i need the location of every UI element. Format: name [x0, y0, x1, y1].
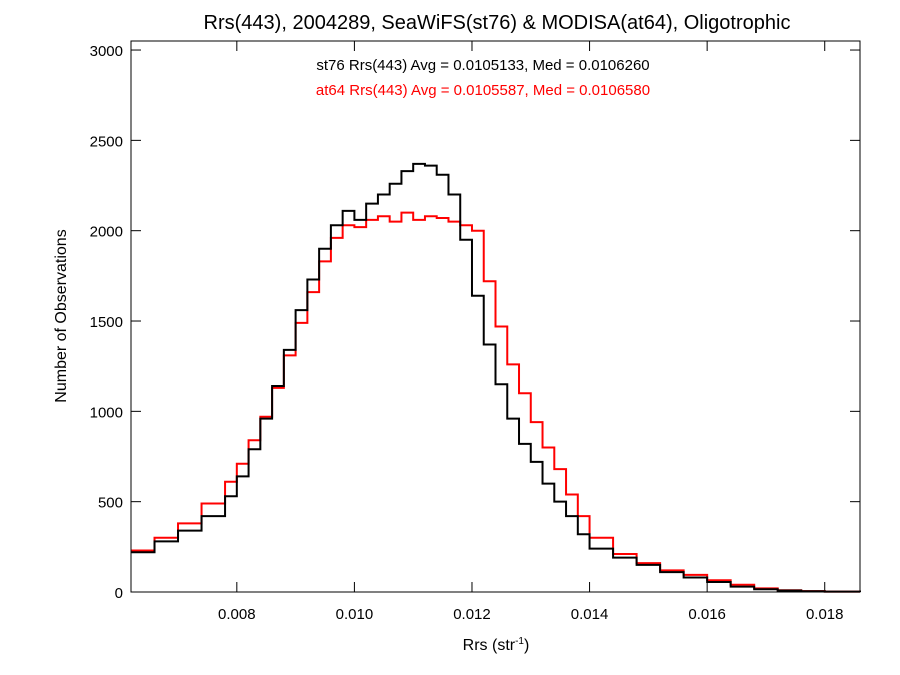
x-axis-label-close: ) [524, 637, 529, 654]
y-tick-label: 2500 [90, 133, 123, 150]
histogram-series [131, 162, 861, 593]
x-tick-label: 0.010 [336, 606, 374, 623]
y-tick-label: 2000 [90, 224, 123, 241]
y-tick-labels: 0 500 1000 1500 2000 2500 3000 [90, 43, 123, 602]
x-tick-label: 0.014 [571, 606, 609, 623]
x-axis-label-main: Rrs (str [463, 637, 516, 654]
y-tick-label: 500 [98, 495, 123, 512]
x-tick-label: 0.018 [806, 606, 844, 623]
plot-frame [130, 40, 861, 593]
y-axis-label: Number of Observations [53, 229, 70, 402]
x-axis-label: Rrs (str-1) [463, 636, 530, 654]
x-tick-label: 0.016 [688, 606, 726, 623]
x-tick-label: 0.012 [453, 606, 491, 623]
y-tick-label: 0 [115, 585, 123, 602]
y-tick-label: 1000 [90, 404, 123, 421]
y-tick-label: 3000 [90, 43, 123, 60]
y-tick-label: 1500 [90, 314, 123, 331]
x-tick-labels: 0.008 0.010 0.012 0.014 0.016 0.018 [218, 606, 843, 623]
series-st76-line [131, 162, 861, 593]
x-tick-label: 0.008 [218, 606, 256, 623]
annotation-at64: at64 Rrs(443) Avg = 0.0105587, Med = 0.0… [316, 82, 650, 99]
x-axis-label-sup: -1 [515, 636, 524, 647]
chart-title: Rrs(443), 2004289, SeaWiFS(st76) & MODIS… [204, 12, 791, 34]
annotation-st76: st76 Rrs(443) Avg = 0.0105133, Med = 0.0… [316, 57, 649, 74]
